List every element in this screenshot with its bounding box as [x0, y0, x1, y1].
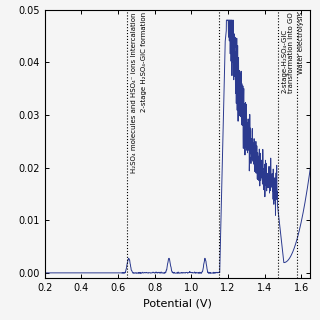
Text: 2-stage H₂SO₄-GIC formation: 2-stage H₂SO₄-GIC formation — [141, 12, 147, 112]
X-axis label: Potential (V): Potential (V) — [143, 299, 212, 309]
Text: H₂SO₄ molecules and HSO₄⁻ ions Intercalation: H₂SO₄ molecules and HSO₄⁻ ions Intercala… — [131, 12, 137, 173]
Text: 2-stage-H₂SO₄-GIC
transformation into GO: 2-stage-H₂SO₄-GIC transformation into GO — [281, 12, 294, 93]
Text: Water electrolysis: Water electrolysis — [299, 12, 305, 75]
